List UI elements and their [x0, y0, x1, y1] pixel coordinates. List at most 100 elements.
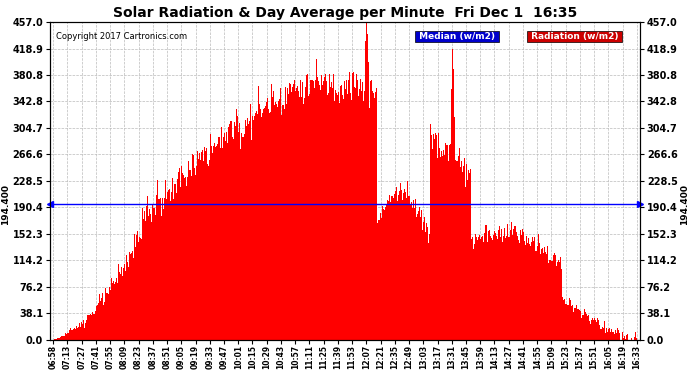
- Bar: [497, 239, 498, 339]
- Bar: [437, 158, 438, 339]
- Bar: [179, 187, 181, 339]
- Bar: [88, 315, 89, 339]
- Bar: [198, 159, 199, 339]
- Bar: [541, 249, 542, 339]
- Bar: [535, 251, 536, 339]
- Bar: [464, 158, 465, 339]
- Bar: [396, 187, 397, 339]
- Bar: [459, 148, 460, 339]
- Bar: [119, 274, 121, 339]
- Bar: [202, 150, 203, 339]
- Bar: [296, 88, 297, 339]
- Bar: [604, 321, 605, 339]
- Bar: [137, 231, 138, 339]
- Bar: [531, 242, 532, 339]
- Bar: [485, 225, 486, 339]
- Bar: [72, 330, 73, 339]
- Bar: [530, 246, 531, 339]
- Bar: [282, 105, 283, 339]
- Bar: [591, 318, 593, 339]
- Bar: [567, 304, 569, 339]
- Bar: [139, 237, 140, 339]
- Bar: [435, 133, 436, 339]
- Bar: [474, 244, 475, 339]
- Bar: [618, 330, 619, 339]
- Bar: [283, 105, 284, 339]
- Bar: [598, 320, 599, 339]
- Bar: [488, 231, 489, 339]
- Bar: [317, 81, 319, 339]
- Bar: [266, 102, 267, 339]
- Bar: [465, 187, 466, 339]
- Bar: [161, 216, 162, 339]
- Bar: [334, 102, 335, 339]
- Bar: [420, 217, 421, 339]
- Bar: [186, 186, 187, 339]
- Bar: [133, 258, 134, 339]
- Bar: [359, 89, 360, 339]
- Bar: [480, 238, 481, 339]
- Bar: [558, 260, 559, 339]
- Bar: [560, 257, 561, 339]
- Bar: [235, 126, 237, 339]
- Bar: [66, 334, 67, 339]
- Bar: [242, 137, 244, 339]
- Bar: [177, 172, 179, 339]
- Bar: [473, 249, 474, 339]
- Bar: [80, 327, 81, 339]
- Bar: [490, 236, 491, 339]
- Bar: [460, 166, 461, 339]
- Bar: [475, 234, 476, 339]
- Bar: [483, 242, 484, 339]
- Bar: [147, 196, 148, 339]
- Bar: [417, 214, 418, 339]
- Bar: [502, 242, 503, 339]
- Bar: [302, 82, 304, 339]
- Bar: [453, 117, 455, 339]
- Bar: [550, 260, 551, 339]
- Bar: [151, 222, 152, 339]
- Bar: [225, 141, 226, 339]
- Bar: [281, 115, 282, 339]
- Bar: [183, 174, 184, 339]
- Bar: [336, 93, 337, 339]
- Bar: [212, 153, 213, 339]
- Bar: [267, 98, 268, 339]
- Bar: [298, 90, 299, 339]
- Bar: [365, 41, 366, 339]
- Bar: [241, 133, 242, 339]
- Bar: [584, 312, 586, 339]
- Bar: [135, 247, 136, 339]
- Bar: [506, 236, 507, 339]
- Bar: [517, 236, 518, 339]
- Bar: [181, 173, 183, 339]
- Bar: [64, 336, 65, 339]
- Bar: [403, 193, 404, 339]
- Bar: [477, 240, 478, 339]
- Bar: [154, 208, 155, 339]
- Bar: [451, 49, 453, 339]
- Bar: [472, 237, 473, 339]
- Bar: [268, 110, 269, 339]
- Bar: [463, 166, 464, 339]
- Bar: [578, 309, 580, 339]
- Bar: [108, 287, 110, 339]
- Bar: [379, 220, 380, 339]
- Bar: [436, 135, 437, 339]
- Bar: [481, 237, 482, 339]
- Text: 194.400: 194.400: [1, 184, 10, 225]
- Bar: [571, 306, 572, 339]
- Bar: [278, 101, 279, 339]
- Bar: [226, 132, 227, 339]
- Bar: [190, 176, 192, 339]
- Bar: [231, 121, 233, 339]
- Bar: [265, 106, 266, 339]
- Bar: [617, 328, 618, 339]
- Bar: [422, 230, 423, 339]
- Bar: [609, 328, 610, 339]
- Bar: [491, 238, 492, 339]
- Bar: [580, 311, 582, 339]
- Bar: [289, 83, 290, 339]
- Bar: [469, 173, 470, 339]
- Bar: [559, 262, 560, 339]
